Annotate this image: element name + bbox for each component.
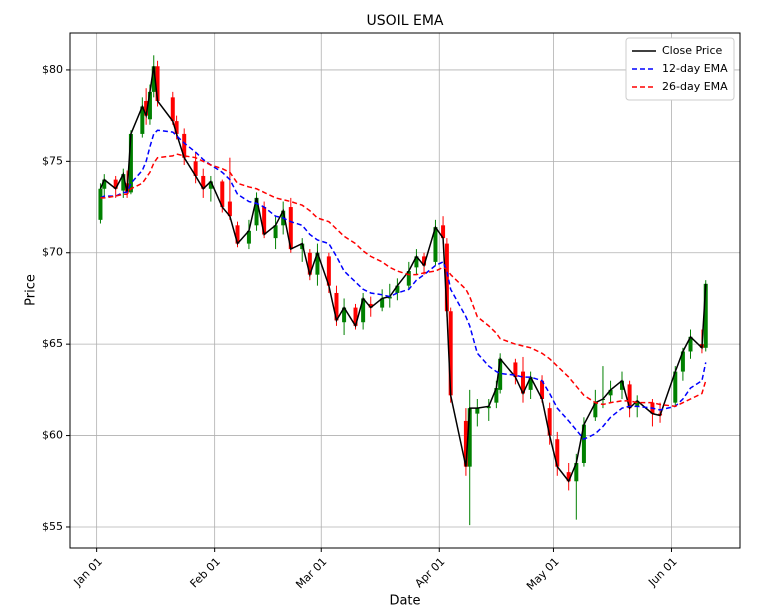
candle-body — [635, 400, 640, 407]
candle-body — [262, 207, 267, 235]
candle-body — [235, 225, 240, 244]
candle-body — [273, 225, 278, 239]
candle-body — [566, 472, 571, 482]
y-tick-label: $60 — [42, 429, 63, 442]
legend-label: 26-day EMA — [662, 80, 728, 93]
candle-body — [201, 175, 206, 189]
x-tick-label: Feb 01 — [188, 555, 223, 590]
candle-body — [315, 252, 320, 275]
x-tick-label: Mar 01 — [293, 555, 329, 591]
series-line — [100, 129, 707, 441]
candle-body — [113, 179, 118, 189]
candle-body — [463, 420, 468, 467]
x-tick-label: May 01 — [524, 555, 562, 593]
x-tick-label: Apr 01 — [412, 555, 447, 590]
candle-body — [521, 371, 526, 394]
candle-body — [540, 380, 545, 400]
candle-body — [414, 256, 419, 268]
candle-body — [98, 188, 103, 220]
candle-body — [444, 243, 449, 312]
x-axis-label: Date — [389, 594, 420, 609]
candle-body — [528, 377, 533, 390]
candle-body — [208, 181, 213, 189]
candle-body — [498, 358, 503, 390]
candle-body — [486, 406, 491, 409]
candle-body — [608, 389, 613, 396]
candle-body — [170, 97, 175, 122]
y-tick-label: $55 — [42, 520, 63, 533]
legend-label: 12-day EMA — [662, 62, 728, 75]
candle-body — [703, 283, 708, 348]
candle-body — [254, 197, 259, 226]
candle-body — [246, 230, 251, 244]
candle-body — [144, 101, 149, 116]
x-tick-label: Jan 01 — [71, 555, 105, 589]
candle-body — [406, 271, 411, 286]
candle-body — [494, 388, 499, 403]
candle-body — [182, 133, 187, 158]
chart-title: USOIL EMA — [366, 13, 443, 29]
candle-body — [140, 106, 145, 134]
candle-body — [422, 256, 427, 266]
candle-body — [395, 285, 400, 293]
candle-body — [151, 66, 156, 92]
candle-body — [688, 336, 693, 352]
candle-body — [627, 384, 632, 409]
candle-body — [174, 121, 179, 134]
candle-body — [193, 161, 198, 176]
legend-label: Close Price — [662, 44, 723, 57]
candle-body — [334, 292, 339, 321]
candle-body — [368, 303, 373, 308]
candle-body — [227, 201, 232, 217]
y-tick-label: $80 — [42, 63, 63, 76]
candle-body — [102, 179, 107, 189]
y-tick-label: $65 — [42, 337, 63, 350]
candle-body — [342, 307, 347, 323]
candle-body — [387, 296, 392, 299]
legend-box — [625, 37, 735, 101]
candle-body — [441, 225, 446, 239]
candle-body — [513, 362, 518, 378]
candle-body — [619, 380, 624, 390]
candle-body — [220, 181, 225, 208]
candle-body — [121, 174, 126, 191]
candle-body — [326, 256, 331, 286]
y-tick-label: $75 — [42, 154, 63, 167]
candle-body — [593, 402, 598, 418]
candle-body — [433, 227, 438, 262]
y-axis-label: Price — [24, 274, 39, 306]
candle-body — [581, 424, 586, 463]
y-tick-label: $70 — [42, 246, 63, 259]
series-line — [99, 66, 707, 483]
candle-body — [361, 298, 366, 323]
candle-body — [547, 408, 552, 436]
candle-body — [467, 408, 472, 467]
candle-body — [380, 298, 385, 308]
plot-frame — [69, 32, 741, 549]
candle-body — [128, 133, 133, 193]
candle-body — [353, 307, 358, 326]
candle-body — [448, 311, 453, 396]
candle-body — [555, 439, 560, 467]
x-tick-label: Jun 01 — [645, 555, 679, 589]
candle-body — [673, 371, 678, 403]
candle-body — [147, 91, 152, 120]
legend: Close Price 12-day EMA 26-day EMA — [625, 37, 735, 101]
candle-body — [574, 462, 579, 482]
series-line — [100, 153, 707, 408]
candle-body — [155, 66, 160, 102]
candle-body — [288, 207, 293, 250]
candle-body — [475, 408, 480, 414]
candle-body — [307, 252, 312, 275]
candle-body — [680, 351, 685, 372]
